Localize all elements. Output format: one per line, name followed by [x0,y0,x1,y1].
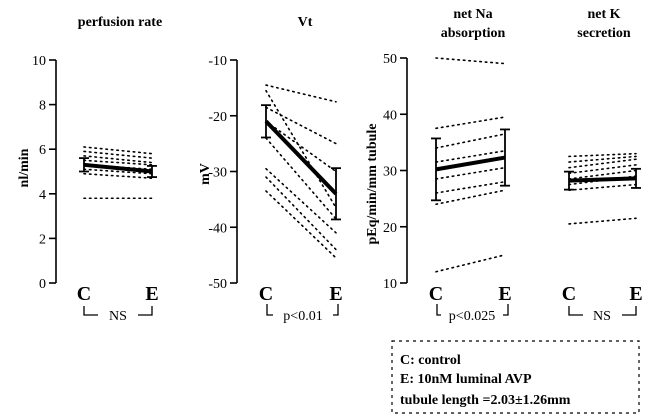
mean-line [83,162,153,174]
y-tick-label: -30 [208,166,227,181]
legend-border [391,340,640,414]
significance-bracket [568,306,637,316]
individual-lines [435,57,506,273]
individual-tubule-line [568,155,637,163]
significance-label: p<0.01 [283,309,322,324]
significance-label: NS [109,309,127,324]
individual-tubule-line [83,172,153,179]
individual-tubule-line [83,155,153,164]
individual-tubule-line [568,217,637,225]
individual-tubule-line [435,166,506,180]
significance-label: p<0.025 [449,309,495,324]
significance-bracket [266,304,339,316]
y-tick-label: 10 [32,54,46,69]
individual-tubule-line [265,89,337,209]
individual-tubule-line [265,137,337,220]
significance-bracket [83,306,153,316]
individual-tubule-line [568,164,637,175]
individual-tubule-line [265,190,337,259]
individual-lines [568,152,637,225]
legend-line-avp: E: 10nM luminal AVP [400,372,532,387]
y-tick-label: -40 [208,221,227,236]
category-label-avp: E [145,283,158,305]
y-tick-labels: -50 -40 -30 -20 -10 [208,54,237,292]
individual-tubule-line [435,133,506,149]
individual-tubule-line [83,168,153,175]
individual-tubule-line [265,167,337,234]
y-tick-label: 50 [383,52,397,67]
mean-line-group [431,128,510,202]
panel-title-line-1: net Na [453,7,492,22]
individual-tubule-line [435,180,506,194]
category-label-control: C [259,283,273,305]
individual-lines [265,84,337,259]
significance-label: NS [593,309,611,324]
y-axis-label: nl/min [17,148,32,187]
y-axis-label: pEq/min/mm tubule [365,124,380,245]
y-tick-label: 6 [39,143,46,158]
individual-tubule-line [435,150,506,163]
significance-bracket [436,304,509,316]
individual-tubule-line [435,254,506,273]
y-tick-labels: 0 2 4 6 8 10 [32,54,56,292]
y-tick-label: 30 [383,165,397,180]
category-label-control: C [77,283,91,305]
panel-title: Vt [298,15,313,30]
legend-line-control: C: control [400,353,461,368]
mean-line [435,155,506,172]
individual-tubule-line [265,106,337,145]
y-tick-label: 40 [383,108,397,123]
panel-perfusion-rate: perfusion rate nl/min 0 2 4 6 8 10 C E NS [17,15,162,324]
individual-tubule-line [435,57,506,65]
legend-box: C: control E: 10nM luminal AVP tubule le… [391,340,640,414]
individual-tubule-line [265,120,337,173]
y-tick-label: 0 [39,277,46,292]
y-axis-label: mV [198,163,213,185]
category-label-control: C [562,283,576,305]
y-tick-label: 20 [383,221,397,236]
panel-title-line-1: net K [587,7,620,22]
panel-title-line-2: secretion [577,26,631,41]
individual-tubule-line [568,169,637,180]
category-label-control: C [429,283,443,305]
mean-line [568,176,637,183]
category-label-avp: E [329,283,342,305]
panel-vt: Vt mV -50 -40 -30 -20 -10 C E p<0.01 [198,15,343,324]
individual-tubule-line [568,152,637,158]
y-tick-label: -20 [208,110,227,125]
category-label-avp: E [498,283,511,305]
mean-line-group [564,167,641,191]
y-tick-label: -10 [208,54,227,69]
mean-line-group [79,157,157,178]
y-tick-label: 4 [39,188,46,203]
individual-tubule-line [83,159,153,166]
mean-line-group [261,104,341,221]
individual-tubule-line [568,183,637,191]
panel-title-line-2: absorption [441,26,506,41]
panel-net-k-secretion: net K secretion C E NS [562,7,643,324]
individual-tubule-line [568,158,637,169]
individual-tubule-line [435,116,506,130]
panel-title: perfusion rate [78,15,162,30]
category-label-avp: E [629,283,642,305]
individual-tubule-line [435,189,506,206]
y-tick-label: 2 [39,232,46,247]
y-tick-label: 8 [39,99,46,114]
y-tick-label: -50 [208,277,227,292]
individual-tubule-line [83,150,153,159]
individual-tubule-line [265,176,337,251]
individual-tubule-line [83,146,153,155]
mean-line [264,119,338,196]
y-tick-label: 10 [383,277,397,292]
panel-net-na-absorption: net Na absorption pEq/min/mm tubule 10 20… [365,7,512,324]
y-tick-labels: 10 20 30 40 50 [383,52,407,292]
individual-tubule-line [265,84,337,103]
individual-lines [83,146,153,200]
legend-line-tubule-length: tubule length =2.03±1.26mm [400,393,571,408]
